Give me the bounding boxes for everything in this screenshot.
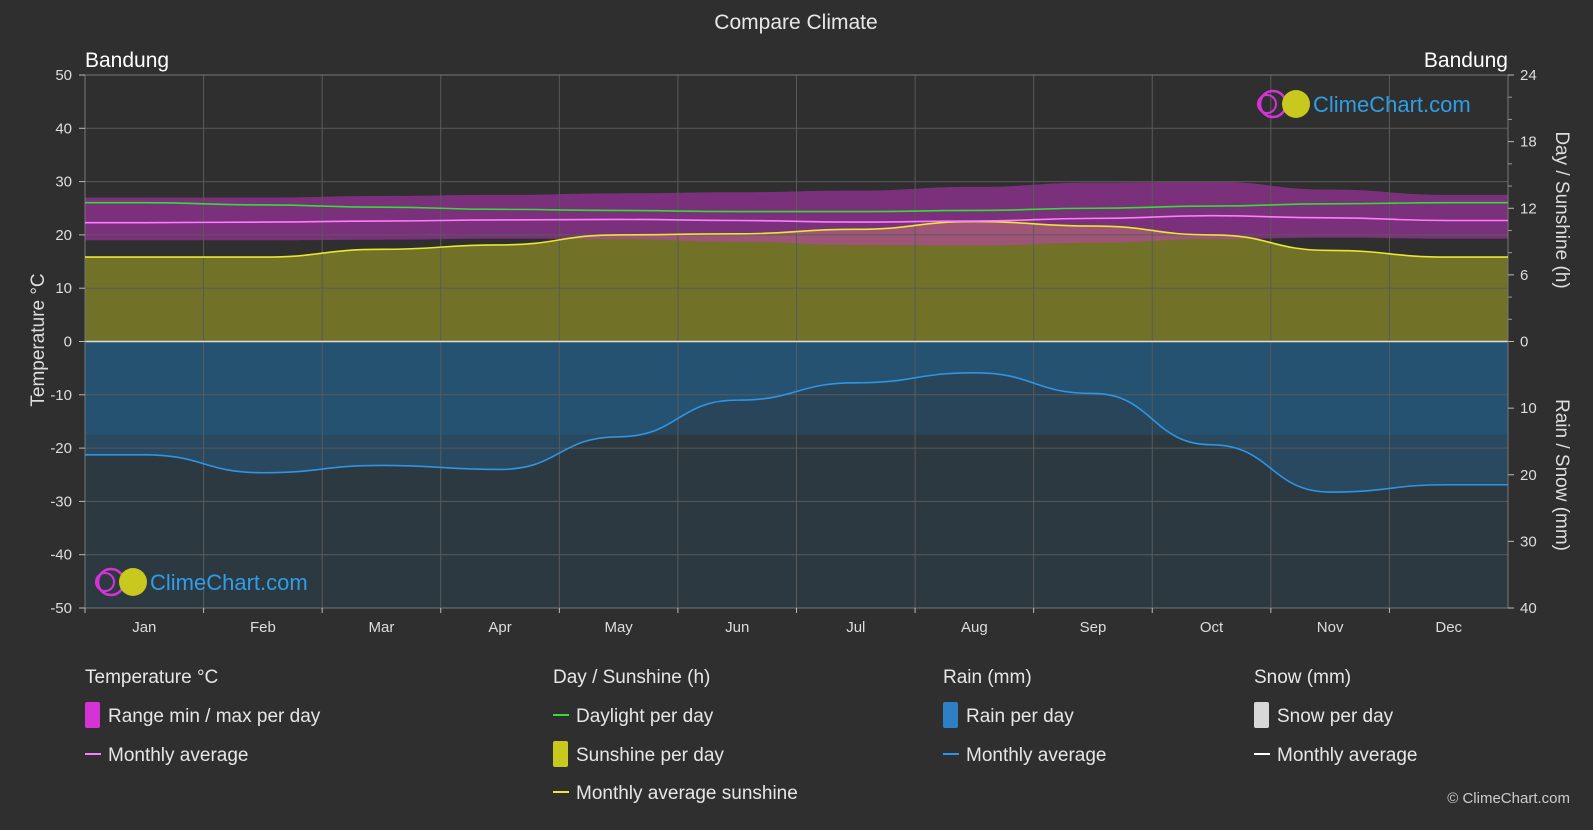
y-left-tick-label: -40 [50, 547, 72, 564]
legend-sunshine: Day / Sunshine (h) Daylight per day Suns… [553, 667, 798, 804]
y-right-top-tick-label: 24 [1520, 67, 1537, 84]
x-tick-label: Nov [1317, 619, 1344, 636]
legend-sunshine-avg-label: Monthly average sunshine [576, 783, 798, 804]
y-left-tick-label: -10 [50, 387, 72, 404]
y-right-bottom-tick-label: 30 [1520, 533, 1537, 550]
legend-snow-swatch [1254, 702, 1269, 728]
location-right: Bandung [1424, 49, 1508, 72]
y-right-top-tick-label: 6 [1520, 267, 1528, 284]
y-right-bottom-tick-label: 10 [1520, 400, 1537, 417]
y-left-tick-label: 10 [55, 280, 72, 297]
legend-sunshine-swatch [553, 741, 568, 767]
series-lines [84, 201, 1508, 493]
x-tick-label: Oct [1200, 619, 1224, 636]
logo-ring-inner-icon [1257, 94, 1277, 114]
y-right-top-tick-label: 0 [1520, 334, 1528, 351]
y-left-tick-label: 50 [55, 67, 72, 84]
legend-sunshine-label: Sunshine per day [576, 745, 724, 766]
x-tick-label: Jul [846, 619, 865, 636]
y-left-tick-label: 40 [55, 120, 72, 137]
legend-range-swatch [85, 702, 100, 728]
x-tick-label: Mar [369, 619, 395, 636]
legend-snow-label: Snow per day [1277, 706, 1394, 727]
location-left: Bandung [85, 49, 169, 72]
legend-range-label: Range min / max per day [108, 706, 321, 727]
legend-sunshine-heading: Day / Sunshine (h) [553, 667, 710, 688]
y-left-tick-label: -50 [50, 600, 72, 617]
chart-title: Compare Climate [714, 11, 877, 34]
watermark-text-bottom: ClimeChart.com [150, 570, 308, 595]
y-left-tick-label: -30 [50, 493, 72, 510]
x-tick-label: May [604, 619, 633, 636]
x-tick-label: Dec [1435, 619, 1462, 636]
legend-daylight-label: Daylight per day [576, 706, 714, 727]
y-right-bottom-label: Rain / Snow (mm) [1551, 399, 1572, 551]
y-right-top-label: Day / Sunshine (h) [1551, 131, 1572, 288]
x-tick-label: Feb [250, 619, 276, 636]
temperature-avg-line [85, 214, 1508, 224]
y-left-tick-label: 20 [55, 227, 72, 244]
sunshine-avg-line [85, 220, 1508, 258]
watermark-bottom: ClimeChart.com [95, 567, 308, 597]
legend-rain: Rain (mm) Rain per day Monthly average [943, 667, 1106, 766]
legend-temperature-heading: Temperature °C [85, 667, 218, 688]
legend-rain-swatch [943, 702, 958, 728]
x-tick-label: Jan [132, 619, 156, 636]
y-left-tick-label: 30 [55, 174, 72, 191]
watermark-text-top: ClimeChart.com [1313, 92, 1471, 117]
legend-snow: Snow (mm) Snow per day Monthly average [1254, 667, 1417, 766]
logo-sun-icon [1282, 90, 1310, 118]
watermark-top: ClimeChart.com [1257, 89, 1471, 119]
y-right-bottom-tick-label: 20 [1520, 467, 1537, 484]
legend-temperature: Temperature °C Range min / max per day M… [85, 667, 321, 766]
x-tick-label: Apr [488, 619, 511, 636]
y-right-top-tick-label: 12 [1520, 200, 1537, 217]
legend: Temperature °C Range min / max per day M… [85, 667, 1417, 804]
y-left-label: Temperature °C [28, 273, 49, 406]
y-left-tick-label: -20 [50, 440, 72, 457]
y-left-tick-label: 0 [64, 334, 72, 351]
y-right-top-tick-label: 18 [1520, 134, 1537, 151]
legend-rain-label: Rain per day [966, 706, 1074, 727]
x-tick-label: Sep [1080, 619, 1107, 636]
x-tick-label: Jun [725, 619, 749, 636]
copyright: © ClimeChart.com [1447, 790, 1570, 807]
rain-avg-line [84, 372, 1508, 493]
legend-snow-avg-label: Monthly average [1277, 745, 1417, 766]
daylight-line [85, 201, 1508, 213]
legend-rain-heading: Rain (mm) [943, 667, 1032, 688]
legend-rain-avg-label: Monthly average [966, 745, 1106, 766]
axes: 50 40 30 20 10 0 -10 -20 -30 -40 -50 24 18 12 6 0 10 20 30… [50, 67, 1536, 636]
logo-ring-inner-icon [95, 572, 115, 592]
x-tick-label: Aug [961, 619, 988, 636]
y-right-bottom-tick-label: 40 [1520, 600, 1537, 617]
legend-snow-heading: Snow (mm) [1254, 667, 1351, 688]
grid-lines [84, 74, 1509, 609]
logo-sun-icon [119, 568, 147, 596]
legend-temp-avg-label: Monthly average [108, 745, 248, 766]
